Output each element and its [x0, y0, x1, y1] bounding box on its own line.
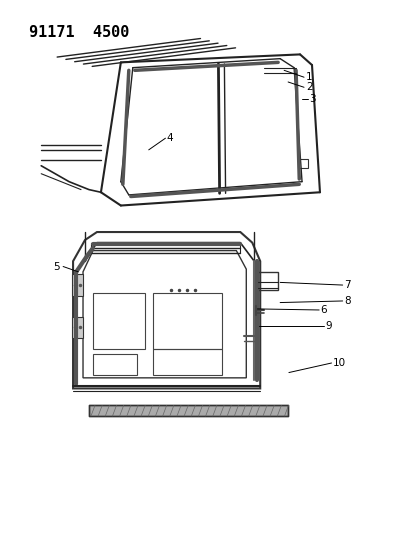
Text: 8: 8: [344, 296, 350, 306]
Bar: [256, 272, 278, 290]
Text: 6: 6: [320, 305, 326, 315]
Text: 10: 10: [333, 358, 346, 368]
Bar: [93, 293, 145, 349]
Bar: [93, 354, 137, 375]
Bar: [89, 406, 288, 416]
Text: 7: 7: [344, 280, 350, 290]
Text: 91171  4500: 91171 4500: [29, 25, 130, 41]
Bar: [153, 293, 223, 349]
Bar: [298, 159, 308, 168]
Bar: [72, 274, 83, 296]
Bar: [72, 317, 83, 338]
Text: 9: 9: [325, 321, 332, 331]
Text: 1: 1: [306, 72, 313, 82]
Text: 4: 4: [167, 133, 173, 143]
Text: 5: 5: [53, 262, 60, 271]
Text: 3: 3: [309, 94, 316, 104]
Text: 2: 2: [306, 82, 313, 92]
Bar: [153, 349, 223, 375]
